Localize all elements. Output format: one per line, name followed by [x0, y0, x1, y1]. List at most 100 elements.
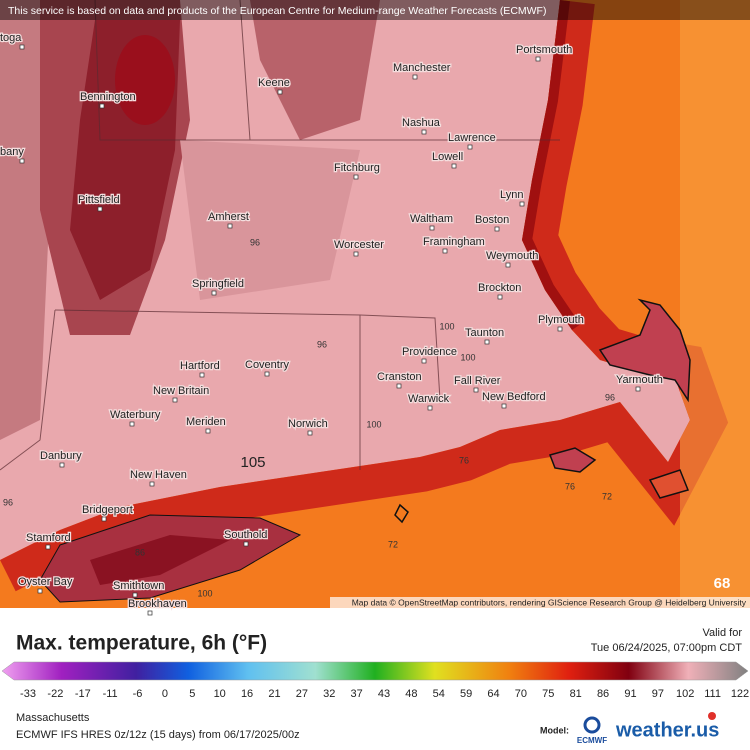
- city-dot: [412, 74, 418, 80]
- city-label: Oyster Bay: [18, 576, 73, 588]
- city-dot: [277, 89, 283, 95]
- city-label: Springfield: [192, 278, 244, 290]
- ecmwf-icon: [583, 716, 601, 734]
- model-logo: ECMWF: [577, 736, 607, 745]
- city-dot: [205, 428, 211, 434]
- city-label: New Britain: [153, 385, 209, 397]
- contour-label: 100: [197, 588, 212, 598]
- contour-label: 72: [602, 491, 612, 501]
- city-label: Smithtown: [113, 580, 164, 592]
- contour-label: 68: [714, 575, 731, 592]
- city-dot: [396, 383, 402, 389]
- colorbar-tick-label: 59: [460, 688, 472, 700]
- city-label: Bridgeport: [82, 504, 133, 516]
- city-dot: [484, 339, 490, 345]
- contour-label: 96: [250, 237, 260, 247]
- city-dot: [101, 516, 107, 522]
- city-label: Worcester: [334, 239, 384, 251]
- city-label: Fall River: [454, 375, 501, 387]
- city-label: Lynn: [500, 189, 523, 201]
- city-label: Providence: [402, 346, 457, 358]
- city-dot: [211, 290, 217, 296]
- city-label: Hartford: [180, 360, 220, 372]
- brand-sun: [708, 712, 716, 720]
- attribution: This service is based on data and produc…: [8, 5, 546, 17]
- city-label: Lowell: [432, 151, 463, 163]
- city-dot: [129, 421, 135, 427]
- model-run: ECMWF IFS HRES 0z/12z (15 days) from 06/…: [16, 729, 300, 741]
- city-label: Pittsfield: [78, 194, 120, 206]
- city-dot: [427, 405, 433, 411]
- ocean-cool: [680, 0, 750, 608]
- city-label: Brockton: [478, 282, 521, 294]
- map-credit: Map data © OpenStreetMap contributors, r…: [352, 597, 747, 607]
- city-dot: [172, 397, 178, 403]
- island: [394, 503, 409, 524]
- city-dot: [494, 226, 500, 232]
- city-dot: [557, 326, 563, 332]
- city-dot: [132, 592, 138, 598]
- city-dot: [97, 206, 103, 212]
- city-dot: [442, 248, 448, 254]
- state-border: [239, 0, 251, 141]
- island: [648, 469, 690, 499]
- contour-label: 76: [565, 481, 575, 491]
- city-label: Boston: [475, 214, 509, 226]
- colorbar-tick-label: 122: [731, 688, 749, 700]
- city-label: Cranston: [377, 371, 422, 383]
- colorbar-tick-label: 48: [405, 688, 417, 700]
- city-dot: [429, 225, 435, 231]
- city-dot: [519, 201, 525, 207]
- city-label: Coventry: [245, 359, 290, 371]
- contour-label: 96: [3, 497, 13, 507]
- region: Massachusetts: [16, 712, 90, 724]
- state-border: [0, 309, 56, 471]
- colorbar-tick-label: -33: [20, 688, 36, 700]
- contour-label: 96: [317, 339, 327, 349]
- borders: [0, 0, 560, 471]
- contour-label: 76: [459, 455, 469, 465]
- city-dot: [19, 44, 25, 50]
- city-dot: [501, 403, 507, 409]
- colorbar-tick-label: 27: [296, 688, 308, 700]
- colorbar-tick-label: 102: [676, 688, 694, 700]
- colorbar-tick-label: 32: [323, 688, 335, 700]
- contour-label: 105: [240, 454, 265, 471]
- colorbar-tick-label: 86: [597, 688, 609, 700]
- city-label: Plymouth: [538, 314, 584, 326]
- city-dot: [149, 481, 155, 487]
- brand: weather.us: [615, 719, 719, 741]
- city-label: Framingham: [423, 236, 485, 248]
- city-dot: [635, 386, 641, 392]
- hot-core: [90, 535, 230, 585]
- colorbar-tick-label: -17: [75, 688, 91, 700]
- model-label: Model:: [540, 725, 569, 735]
- colorbar-tick-label: 10: [214, 688, 226, 700]
- colorbar-tick-label: 97: [652, 688, 664, 700]
- city-dot: [353, 251, 359, 257]
- city-dot: [243, 541, 249, 547]
- colorbar-tick-label: 16: [241, 688, 253, 700]
- island: [549, 447, 597, 473]
- city-label: Taunton: [465, 327, 504, 339]
- city-label: Fitchburg: [334, 162, 380, 174]
- city-label: Danbury: [40, 450, 82, 462]
- city-dot: [227, 223, 233, 229]
- contour-label: 86: [135, 547, 145, 557]
- city-label: toga: [0, 32, 22, 44]
- colorbar-tick-label: 37: [350, 688, 362, 700]
- colorbar-ticks: -33 -22 -17 -11 -6 0 5 10 16 21 27 32 37 43 48 54 59 64 70…: [20, 688, 749, 700]
- colorbar: [1, 661, 749, 681]
- city-label: Portsmouth: [516, 44, 572, 56]
- colorbar-tick-label: 91: [624, 688, 636, 700]
- colorbar-tick-label: 43: [378, 688, 390, 700]
- city-label: Stamford: [26, 532, 71, 544]
- colorbar-tick-label: 5: [189, 688, 195, 700]
- city-dot: [421, 358, 427, 364]
- map-labels: toga bany Bennington Pittsfield Keene Manches…: [0, 31, 731, 616]
- colorbar-tick-label: 21: [268, 688, 280, 700]
- city-dot: [99, 103, 105, 109]
- colorbar-tick-label: -6: [133, 688, 143, 700]
